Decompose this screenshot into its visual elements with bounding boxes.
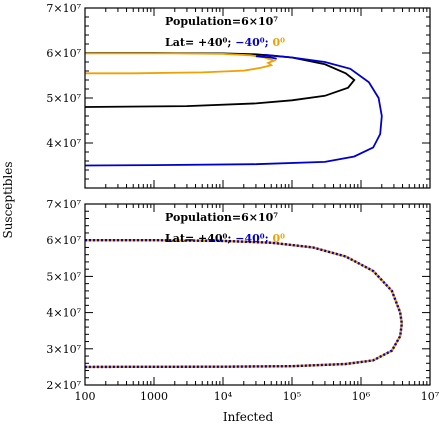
x-tick-label: 10⁶ xyxy=(352,390,371,403)
y-tick-label: 5×10⁷ xyxy=(46,92,81,105)
y-tick-label: 6×10⁷ xyxy=(46,47,81,60)
series-line-zero xyxy=(85,239,404,369)
y-tick-label: 7×10⁷ xyxy=(46,2,81,15)
lat-prefix: Lat= xyxy=(165,36,198,49)
series-line xyxy=(255,55,277,60)
panel-top: 4×10⁷ 5×10⁷ 6×10⁷ 7×10⁷ Population=6×10⁷ Lat=… xyxy=(46,2,431,189)
x-tick-label: 100 xyxy=(75,390,96,403)
annotation-population: Population=6×10⁷ xyxy=(165,211,278,224)
series-line xyxy=(85,53,383,167)
series-line xyxy=(85,52,277,75)
annotation-population: Population=6×10⁷ xyxy=(165,15,278,28)
y-tick-label: 4×10⁷ xyxy=(46,307,81,320)
x-tick-label: 10⁵ xyxy=(283,390,301,403)
lat-zero: 0⁰ xyxy=(272,232,285,245)
y-tick-label: 4×10⁷ xyxy=(46,137,81,150)
y-tick-label: 2×10⁷ xyxy=(46,379,81,392)
lat-minus40: −40⁰; xyxy=(235,36,272,49)
y-tick-label: 6×10⁷ xyxy=(46,234,81,247)
series-group xyxy=(85,52,383,167)
y-tick-label: 7×10⁷ xyxy=(46,198,81,211)
y-tick-label: 5×10⁷ xyxy=(46,270,81,283)
lat-plus40: +40⁰; xyxy=(198,36,235,49)
y-tick-label: 3×10⁷ xyxy=(46,343,81,356)
lat-prefix: Lat= xyxy=(165,232,198,245)
x-tick-label: 1000 xyxy=(140,390,168,403)
x-tick-label: 10⁷ xyxy=(421,390,440,403)
x-tick-label: 10⁴ xyxy=(214,390,233,403)
panel-bottom: 2×10⁷ 3×10⁷ 4×10⁷ 5×10⁷ 6×10⁷ 7×10⁷ 100 1000 10⁴… xyxy=(46,198,439,403)
lat-minus40: −40⁰; xyxy=(235,232,272,245)
lat-zero: 0⁰ xyxy=(272,36,285,49)
plot-frame xyxy=(84,203,431,386)
annotation-latitudes: Lat= +40⁰; −40⁰; 0⁰ xyxy=(165,36,285,49)
series-line-minus40 xyxy=(85,239,404,369)
y-axis-label: Susceptibles xyxy=(1,161,15,238)
plot-frame xyxy=(84,7,431,189)
series-group xyxy=(85,239,404,369)
annotation-latitudes: Lat= +40⁰; −40⁰; 0⁰ xyxy=(165,232,285,245)
x-axis-label: Infected xyxy=(223,410,274,424)
lat-plus40: +40⁰; xyxy=(198,232,235,245)
